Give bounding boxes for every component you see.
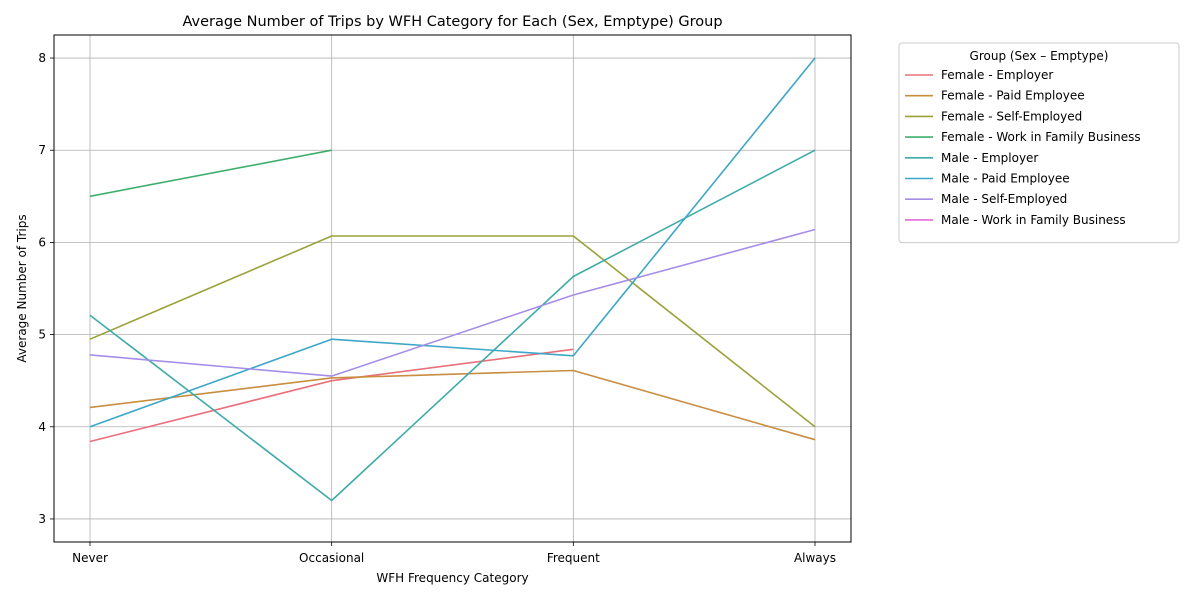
x-axis-ticks: Never Occasional Frequent Always — [72, 542, 836, 565]
y-tick-label: 5 — [38, 328, 46, 342]
series-lines — [89, 57, 816, 502]
x-axis-title: WFH Frequency Category — [376, 571, 528, 585]
y-tick-label: 3 — [38, 512, 46, 526]
series-line-5 — [89, 149, 816, 502]
chart-title: Average Number of Trips by WFH Category … — [182, 14, 722, 30]
series-line-4 — [89, 149, 332, 198]
legend-frame — [898, 42, 1180, 244]
y-tick-label: 7 — [38, 143, 46, 157]
y-axis-title: Average Number of Trips — [15, 214, 29, 362]
y-tick-label: 6 — [38, 235, 46, 249]
legend-label: Female - Paid Employee — [941, 89, 1085, 103]
y-tick-label: 4 — [38, 420, 46, 434]
legend-label: Male - Work in Family Business — [941, 213, 1126, 227]
legend-label: Male - Employer — [941, 151, 1038, 165]
x-tick-label: Occasional — [299, 551, 364, 565]
legend-title: Group (Sex – Emptype) — [970, 49, 1109, 63]
legend-label: Female - Self-Employed — [941, 109, 1082, 123]
series-line-2 — [89, 369, 816, 441]
series-line-6 — [89, 57, 816, 428]
legend-items: Female - Employer Female - Paid Employee F… — [905, 68, 1141, 227]
x-tick-label: Frequent — [547, 551, 600, 565]
y-axis-ticks: 3 4 5 6 7 8 — [38, 51, 54, 526]
y-tick-label: 8 — [38, 51, 46, 65]
series-line-7 — [89, 228, 816, 377]
legend-label: Female - Employer — [941, 68, 1053, 82]
series-line-3 — [89, 235, 816, 428]
plot-area-frame — [53, 34, 852, 543]
x-tick-label: Always — [794, 551, 836, 565]
x-tick-label: Never — [72, 551, 108, 565]
series-line-1 — [89, 348, 574, 443]
legend-label: Male - Self-Employed — [941, 192, 1067, 206]
legend-label: Male - Paid Employee — [941, 172, 1070, 186]
legend: Group (Sex – Emptype) Female - EmployerF… — [898, 42, 1180, 244]
legend-label: Female - Work in Family Business — [941, 130, 1141, 144]
grid-lines — [54, 35, 851, 542]
